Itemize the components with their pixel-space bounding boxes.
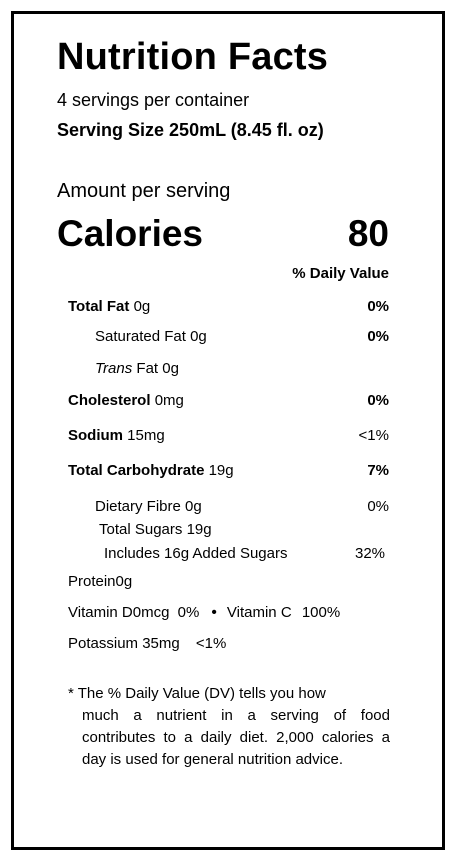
added-sugars-text: Includes 16g Added Sugars	[104, 545, 288, 562]
protein-name: Protein	[68, 573, 116, 590]
trans-fat-amount: 0g	[162, 360, 179, 377]
total-carbohydrate-name: Total Carbohydrate	[68, 462, 205, 479]
total-carbohydrate-dv: 7%	[367, 462, 389, 479]
saturated-fat-name: Saturated Fat	[95, 328, 186, 345]
protein-amount: 0g	[115, 573, 133, 590]
footnote-first-line: * The % Daily Value (DV) tells you how	[68, 685, 326, 702]
trans-fat-name: Fat	[136, 360, 159, 377]
amount-per-serving: Amount per serving	[57, 180, 231, 202]
vitamin-d-name: Vitamin D	[68, 604, 133, 621]
dietary-fibre-row: Dietary Fibre 0g	[95, 498, 202, 515]
protein-row: Protein0g	[68, 573, 132, 590]
trans-fat-row: Trans Fat 0g	[95, 360, 179, 377]
serving-size: Serving Size 250mL (8.45 fl. oz)	[57, 120, 324, 140]
sodium-dv: <1%	[358, 427, 389, 444]
servings-per-container: 4 servings per container	[57, 90, 250, 110]
total-sugars-amount: 19g	[186, 521, 212, 538]
vitamin-c-name: Vitamin C	[226, 604, 292, 621]
sodium-amount: 15mg	[127, 427, 165, 444]
footnote-body: much a nutrient in a serving of food con…	[82, 707, 390, 768]
total-fat-dv: 0%	[367, 298, 389, 315]
added-sugars-dv: 32%	[355, 545, 386, 562]
total-sugars-name: Total Sugars	[99, 521, 183, 538]
calories-label: Calories	[57, 213, 204, 254]
total-fat-amount: 0g	[133, 298, 151, 315]
calories-value: 80	[347, 213, 389, 254]
saturated-fat-amount: 0g	[190, 328, 207, 345]
vitamin-d-dv: 0%	[177, 604, 200, 621]
footnote: * The % Daily Value (DV) tells you how m…	[68, 683, 390, 771]
saturated-fat-dv: 0%	[367, 328, 389, 345]
nutrition-label	[11, 11, 445, 850]
total-carbohydrate-row: Total Carbohydrate 19g	[68, 462, 234, 479]
saturated-fat-row: Saturated Fat 0g	[95, 328, 207, 345]
total-carbohydrate-amount: 19g	[208, 462, 234, 479]
total-fat-name: Total Fat	[68, 298, 130, 315]
potassium-name: Potassium	[68, 635, 139, 652]
daily-value-header: % Daily Value	[292, 265, 389, 282]
vitamin-d-amount: 0mcg	[132, 604, 170, 621]
sodium-row: Sodium 15mg	[68, 427, 165, 444]
dietary-fibre-dv: 0%	[367, 498, 389, 515]
dietary-fibre-amount: 0g	[185, 498, 202, 515]
trans-fat-italic: Trans	[95, 360, 133, 377]
potassium-amount: 35mg	[142, 635, 180, 652]
sodium-name: Sodium	[68, 427, 123, 444]
cholesterol-dv: 0%	[367, 392, 389, 409]
total-fat-row: Total Fat 0g	[68, 298, 150, 315]
vitamin-separator: •	[211, 604, 217, 621]
total-sugars-row: Total Sugars 19g	[99, 521, 212, 538]
dietary-fibre-name: Dietary Fibre	[95, 498, 181, 515]
cholesterol-amount: 0mg	[154, 392, 184, 409]
vitamin-c-dv: 100%	[301, 604, 341, 621]
potassium-row: Potassium 35mg <1%	[68, 635, 226, 652]
potassium-dv: <1%	[195, 635, 227, 652]
label-title: Nutrition Facts	[57, 36, 329, 78]
vitamin-row: Vitamin D0mcg 0% • Vitamin C 100%	[68, 604, 340, 621]
cholesterol-row: Cholesterol 0mg	[68, 392, 184, 409]
cholesterol-name: Cholesterol	[68, 392, 151, 409]
